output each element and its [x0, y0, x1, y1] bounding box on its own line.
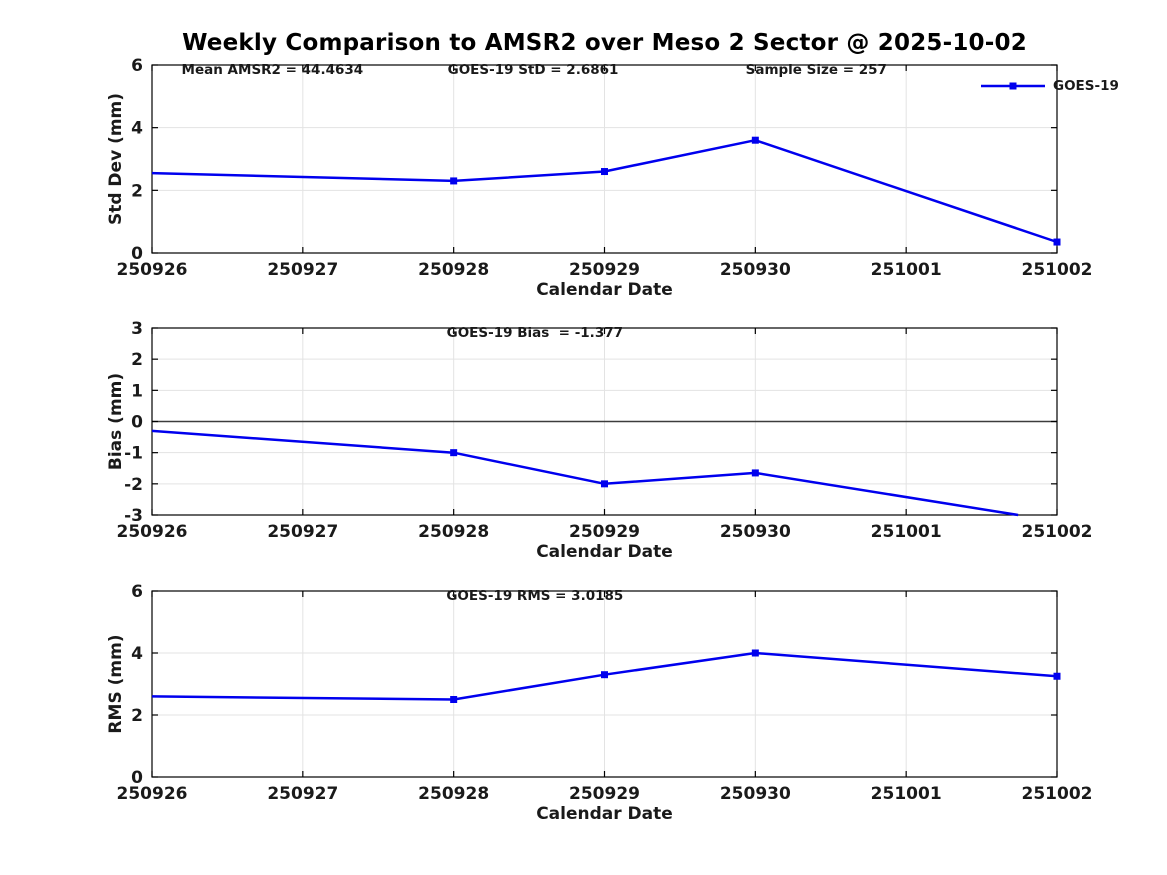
std-dev-y-tick-label: 4 [131, 119, 143, 139]
std-dev-x-tick-label: 250930 [720, 260, 791, 280]
rms-annotation-text: GOES-19 RMS = 3.0185 [446, 588, 623, 604]
bias-x-axis-label: Calendar Date [536, 542, 673, 562]
std-dev-x-tick-label: 250928 [418, 260, 489, 280]
std-dev-y-tick-label: 2 [131, 181, 143, 201]
std-dev-y-axis-label: Std Dev (mm) [106, 93, 126, 225]
std-dev-x-tick-label: 250929 [569, 260, 640, 280]
rms-x-tick-label: 251001 [871, 784, 942, 804]
rms-x-tick-label: 250929 [569, 784, 640, 804]
std-dev-x-tick-label: 251001 [871, 260, 942, 280]
rms-data-point-marker [1053, 672, 1061, 680]
rms-y-tick-label: 2 [131, 706, 143, 726]
std-dev-data-point-marker [601, 168, 608, 176]
bias-x-tick-label: 250929 [569, 522, 640, 542]
bias-x-tick-label: 251002 [1022, 522, 1093, 542]
bias-data-line [151, 429, 1019, 517]
figure-title: Weekly Comparison to AMSR2 over Meso 2 S… [182, 30, 1027, 56]
std-dev-x-tick-label: 251002 [1022, 260, 1093, 280]
bias-annotation-text: GOES-19 Bias = -1.377 [447, 325, 623, 341]
bias-y-tick-label: 2 [131, 350, 143, 370]
std-dev-y-tick-label: 0 [131, 244, 143, 264]
std-dev-annotation-text: GOES-19 StD = 2.6861 [448, 62, 619, 78]
bias-y-tick-label: 3 [131, 319, 143, 339]
rms-x-tick-label: 250930 [720, 784, 791, 804]
bias-data-point-marker [751, 469, 759, 477]
bias-x-tick-label: 250928 [418, 522, 489, 542]
rms-y-axis-label: RMS (mm) [106, 634, 126, 733]
rms-x-tick-label: 250926 [117, 784, 188, 804]
rms-data-point-marker [751, 649, 759, 657]
bias-y-tick-label: 1 [131, 381, 143, 401]
bias-y-tick-label: -1 [124, 444, 143, 464]
std-dev-x-tick-label: 250926 [117, 260, 188, 280]
rms-y-tick-label: 4 [131, 644, 143, 664]
rms-y-tick-label: 6 [131, 582, 143, 602]
std-dev-x-tick-label: 250927 [267, 260, 338, 280]
bias-data-point-marker [601, 480, 608, 488]
bias-data-point-marker [450, 449, 458, 457]
bias-y-axis-label: Bias (mm) [106, 373, 126, 470]
std-dev-annotation-text: Sample Size = 257 [746, 62, 887, 78]
bias-y-tick-label: -2 [124, 475, 143, 495]
std-dev-annotation-text: Mean AMSR2 = 44.4634 [182, 62, 364, 78]
bias-x-tick-label: 251001 [871, 522, 942, 542]
std-dev-data-point-marker [450, 177, 458, 185]
legend: GOES-19 [980, 78, 1119, 94]
bias-y-tick-label: -3 [124, 506, 143, 526]
legend-series-label: GOES-19 [1053, 78, 1119, 94]
rms-x-axis-label: Calendar Date [536, 804, 673, 824]
bias-x-tick-label: 250926 [117, 522, 188, 542]
rms-x-tick-label: 251002 [1022, 784, 1093, 804]
rms-data-point-marker [450, 696, 458, 703]
std-dev-y-tick-label: 6 [131, 56, 143, 76]
bias-x-tick-label: 250927 [267, 522, 338, 542]
bias-y-tick-label: 0 [131, 413, 143, 433]
std-dev-data-point-marker [1053, 238, 1061, 246]
bias-x-tick-label: 250930 [720, 522, 791, 542]
std-dev-data-point-marker [751, 136, 759, 144]
rms-data-point-marker [601, 671, 608, 679]
rms-x-tick-label: 250928 [418, 784, 489, 804]
std-dev-x-axis-label: Calendar Date [536, 280, 673, 300]
rms-x-tick-label: 250927 [267, 784, 338, 804]
rms-y-tick-label: 0 [131, 768, 143, 788]
legend-line-sample-icon [981, 82, 1045, 90]
